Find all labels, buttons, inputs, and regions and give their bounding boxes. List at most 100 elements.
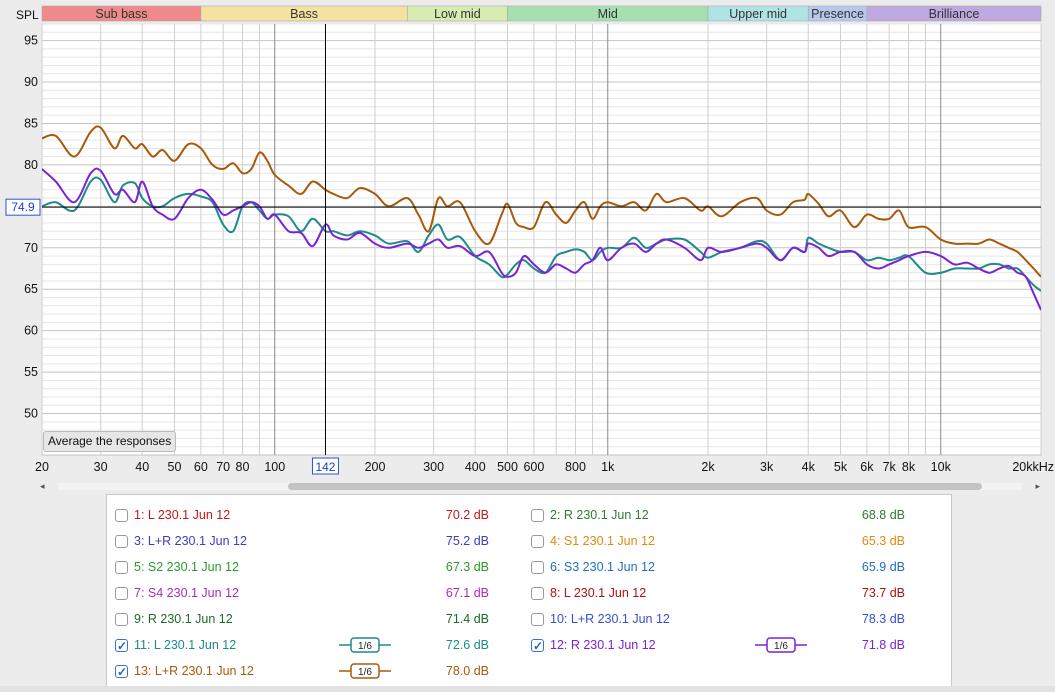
band-label: Bass bbox=[290, 7, 318, 21]
legend-checkbox[interactable] bbox=[531, 613, 544, 626]
legend-label: 7: S4 230.1 Jun 12 bbox=[134, 586, 239, 600]
legend-value: 73.7 dB bbox=[861, 586, 905, 600]
x-tick-label: 80 bbox=[236, 460, 250, 474]
x-tick-label: 70 bbox=[216, 460, 230, 474]
legend-item[interactable]: 12: R 230.1 Jun 12 1/6 71.8 dB bbox=[531, 635, 941, 656]
legend-checkbox[interactable] bbox=[115, 587, 128, 600]
smoothing-label: 1/6 bbox=[358, 641, 372, 652]
legend-checkbox[interactable] bbox=[115, 561, 128, 574]
y-tick-label: 70 bbox=[24, 241, 38, 255]
bottom-toolbar-strip bbox=[0, 686, 1055, 692]
average-responses-button[interactable]: Average the responses bbox=[43, 431, 177, 452]
scroll-left-icon[interactable]: ◂ bbox=[40, 481, 45, 491]
legend-label: 9: R 230.1 Jun 12 bbox=[134, 612, 233, 626]
y-axis-label: SPL bbox=[16, 8, 39, 22]
legend-label: 6: S3 230.1 Jun 12 bbox=[550, 560, 655, 574]
x-tick-label: 800 bbox=[565, 460, 586, 474]
legend-checkbox[interactable] bbox=[531, 561, 544, 574]
x-tick-label: 20kkHz bbox=[1012, 460, 1054, 474]
y-tick-label: 50 bbox=[24, 407, 38, 421]
legend-item[interactable]: 4: S1 230.1 Jun 12 65.3 dB bbox=[531, 531, 941, 551]
series-line-1 bbox=[42, 125, 1041, 278]
legend-checkbox[interactable] bbox=[115, 535, 128, 548]
x-tick-label: 50 bbox=[168, 460, 182, 474]
legend-label: 13: L+R 230.1 Jun 12 bbox=[134, 664, 254, 678]
y-tick-label: 55 bbox=[24, 365, 38, 379]
legend-item[interactable]: 6: S3 230.1 Jun 12 65.9 dB bbox=[531, 557, 941, 577]
legend-item[interactable]: 9: R 230.1 Jun 12 71.4 dB bbox=[115, 609, 525, 629]
legend-item[interactable]: 8: L 230.1 Jun 12 73.7 dB bbox=[531, 583, 941, 603]
legend-value: 68.8 dB bbox=[861, 508, 905, 522]
legend-item[interactable]: 11: L 230.1 Jun 12 1/6 72.6 dB bbox=[115, 635, 525, 656]
legend-checkbox[interactable] bbox=[115, 613, 128, 626]
x-tick-label: 2k bbox=[701, 460, 715, 474]
legend-label: 4: S1 230.1 Jun 12 bbox=[550, 534, 655, 548]
legend-checkbox[interactable] bbox=[531, 535, 544, 548]
x-tick-label: 8k bbox=[902, 460, 916, 474]
horizontal-scrollbar[interactable]: ◂ ▸ bbox=[40, 480, 1040, 492]
legend-label: 12: R 230.1 Jun 12 bbox=[550, 638, 656, 652]
legend-label: 8: L 230.1 Jun 12 bbox=[550, 586, 647, 600]
x-tick-label: 600 bbox=[523, 460, 544, 474]
x-tick-label: 300 bbox=[423, 460, 444, 474]
legend-value: 65.3 dB bbox=[861, 534, 905, 548]
legend-label: 11: L 230.1 Jun 12 bbox=[134, 638, 237, 652]
legend-value: 71.4 dB bbox=[445, 612, 489, 626]
legend-checkbox[interactable] bbox=[531, 509, 544, 522]
legend-item[interactable]: 13: L+R 230.1 Jun 12 1/6 78.0 dB bbox=[115, 661, 525, 682]
cursor-y-readout-box bbox=[5, 198, 41, 216]
band-label: Brilliance bbox=[929, 7, 980, 21]
cursor-x-readout-box bbox=[311, 457, 339, 475]
legend-label: 1: L 230.1 Jun 12 bbox=[134, 508, 231, 522]
legend-item[interactable]: 1: L 230.1 Jun 12 70.2 dB bbox=[115, 505, 525, 525]
legend-item[interactable]: 3: L+R 230.1 Jun 12 75.2 dB bbox=[115, 531, 525, 551]
legend-value: 71.8 dB bbox=[861, 638, 905, 652]
x-tick-label: 3k bbox=[760, 460, 774, 474]
x-tick-label: 200 bbox=[365, 460, 386, 474]
cursor-y-readout: 74.9 bbox=[11, 200, 35, 214]
smoothing-label: 1/6 bbox=[358, 667, 372, 678]
scroll-thumb[interactable] bbox=[288, 483, 982, 490]
spl-chart[interactable]: Sub bass Bass Low mid Mid Upper mid Presence B… bbox=[0, 0, 1055, 480]
band-brilliance bbox=[866, 5, 1042, 22]
legend-checkbox[interactable] bbox=[531, 636, 544, 656]
legend-value: 67.3 dB bbox=[445, 560, 489, 574]
legend-value: 72.6 dB bbox=[445, 638, 489, 652]
legend-checkbox[interactable] bbox=[531, 587, 544, 600]
x-tick-label: 400 bbox=[465, 460, 486, 474]
x-tick-label: 6k bbox=[860, 460, 874, 474]
x-tick-label: 30 bbox=[94, 460, 108, 474]
x-tick-label: 40 bbox=[135, 460, 149, 474]
legend-item[interactable]: 5: S2 230.1 Jun 12 67.3 dB bbox=[115, 557, 525, 577]
smoothing-label: 1/6 bbox=[774, 641, 788, 652]
band-label: Low mid bbox=[434, 7, 481, 21]
smoothing-icon[interactable]: 1/6 bbox=[755, 637, 807, 653]
smoothing-icon[interactable]: 1/6 bbox=[339, 637, 391, 653]
legend-label: 5: S2 230.1 Jun 12 bbox=[134, 560, 239, 574]
smoothing-icon[interactable]: 1/6 bbox=[339, 663, 391, 679]
legend-checkbox[interactable] bbox=[115, 662, 128, 682]
legend-checkbox[interactable] bbox=[115, 509, 128, 522]
x-tick-label: 20 bbox=[35, 460, 49, 474]
legend-label: 10: L+R 230.1 Jun 12 bbox=[550, 612, 670, 626]
legend-item[interactable]: 10: L+R 230.1 Jun 12 78.3 dB bbox=[531, 609, 941, 629]
legend-item[interactable]: 2: R 230.1 Jun 12 68.8 dB bbox=[531, 505, 941, 525]
scroll-right-icon[interactable]: ▸ bbox=[1035, 481, 1040, 491]
legend-value: 78.0 dB bbox=[445, 664, 489, 678]
cursor-x-readout: 142 bbox=[315, 460, 335, 474]
legend-checkbox[interactable] bbox=[115, 636, 128, 656]
x-tick-label: 7k bbox=[883, 460, 897, 474]
band-label: Sub bass bbox=[95, 7, 147, 21]
y-tick-label: 85 bbox=[24, 116, 38, 130]
x-tick-label: 10k bbox=[931, 460, 952, 474]
y-tick-label: 65 bbox=[24, 282, 38, 296]
legend-value: 67.1 dB bbox=[445, 586, 489, 600]
band-label: Upper mid bbox=[729, 7, 787, 21]
legend-value: 65.9 dB bbox=[861, 560, 905, 574]
x-tick-label: 5k bbox=[834, 460, 848, 474]
legend-value: 70.2 dB bbox=[445, 508, 489, 522]
x-tick-label: 4k bbox=[802, 460, 816, 474]
legend-label: 2: R 230.1 Jun 12 bbox=[550, 508, 649, 522]
legend-item[interactable]: 7: S4 230.1 Jun 12 67.1 dB bbox=[115, 583, 525, 603]
x-tick-label: 500 bbox=[497, 460, 518, 474]
